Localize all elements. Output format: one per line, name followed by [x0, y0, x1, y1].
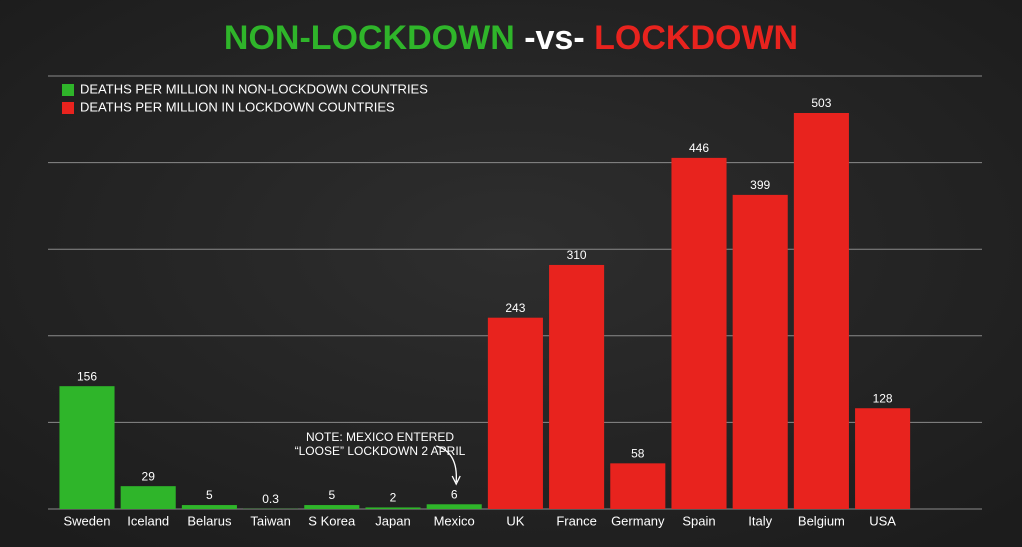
x-tick-label: Spain — [682, 513, 715, 528]
bar — [365, 507, 421, 509]
value-label: 310 — [567, 248, 587, 262]
bar — [120, 486, 176, 509]
x-tick-label: Iceland — [127, 513, 169, 528]
x-tick-label: USA — [869, 513, 896, 528]
x-tick-label: Taiwan — [250, 513, 290, 528]
x-tick-label: France — [556, 513, 596, 528]
bar — [855, 408, 911, 509]
value-label: 503 — [811, 96, 831, 110]
x-tick-label: Belarus — [187, 513, 232, 528]
x-tick-label: Belgium — [798, 513, 845, 528]
annotation-arrow — [436, 445, 457, 483]
value-label: 2 — [390, 491, 397, 505]
title-part: LOCKDOWN — [594, 19, 798, 57]
value-label: 5 — [206, 488, 213, 502]
x-tick-label: Sweden — [64, 513, 111, 528]
annotation-text: NOTE: MEXICO ENTERED — [306, 430, 454, 444]
bars — [59, 113, 911, 510]
title-part: NON-LOCKDOWN — [224, 19, 515, 57]
value-label: 128 — [873, 391, 893, 405]
x-tick-label: Italy — [748, 513, 772, 528]
x-tick-label: UK — [506, 513, 524, 528]
bar — [426, 504, 482, 509]
bar — [304, 505, 360, 509]
bar — [59, 386, 115, 509]
legend-swatch — [62, 102, 74, 114]
value-label: 5 — [328, 488, 335, 502]
x-tick-label: S Korea — [308, 513, 356, 528]
value-label: 58 — [631, 447, 645, 461]
value-label: 29 — [142, 469, 156, 483]
bar — [549, 264, 605, 509]
chart-title: NON-LOCKDOWN -vs- LOCKDOWN — [224, 19, 798, 57]
title-part: -vs- — [524, 19, 584, 57]
annotation-text: “LOOSE” LOCKDOWN 2 APRIL — [295, 444, 466, 458]
legend-label: DEATHS PER MILLION IN NON-LOCKDOWN COUNT… — [80, 81, 428, 96]
value-label: 446 — [689, 141, 709, 155]
x-tick-label: Germany — [611, 513, 665, 528]
legend-label: DEATHS PER MILLION IN LOCKDOWN COUNTRIES — [80, 99, 395, 114]
value-label: 243 — [505, 301, 525, 315]
value-label: 6 — [451, 487, 458, 501]
legend-swatch — [62, 84, 74, 96]
bar — [793, 113, 849, 509]
x-tick-label: Mexico — [434, 513, 475, 528]
annotation-arrowhead — [451, 475, 461, 486]
bar — [671, 157, 727, 510]
value-label: 0.3 — [262, 492, 279, 506]
bar — [610, 463, 666, 509]
value-label: 156 — [77, 369, 97, 383]
bar — [732, 194, 788, 510]
value-label: 399 — [750, 178, 770, 192]
x-tick-label: Japan — [375, 513, 410, 528]
bar — [487, 317, 543, 509]
bar — [181, 505, 237, 509]
